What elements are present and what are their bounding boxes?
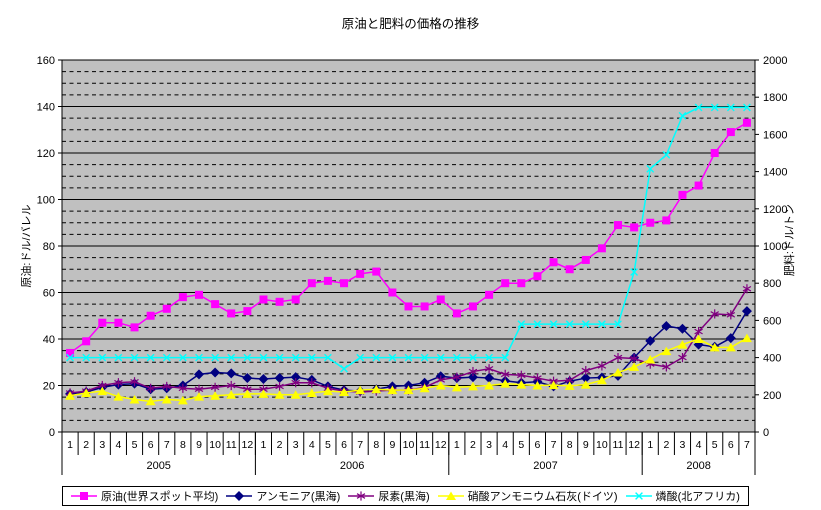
left-tick-label: 120 xyxy=(37,148,55,160)
legend-marker-urea xyxy=(348,491,375,501)
series-markers-oil xyxy=(66,118,751,357)
legend-label-oil: 原油(世界スポット平均) xyxy=(101,491,219,503)
right-tick-label: 800 xyxy=(763,278,781,290)
series-phosphoric_acid xyxy=(66,103,751,373)
month-label: 6 xyxy=(728,439,734,451)
year-label: 2005 xyxy=(146,460,170,472)
right-tick-label: 1400 xyxy=(763,167,787,179)
month-label: 2 xyxy=(83,439,89,451)
left-tick-label: 100 xyxy=(37,195,55,207)
year-label: 2008 xyxy=(686,460,710,472)
month-label: 9 xyxy=(583,439,589,451)
right-tick-label: 1200 xyxy=(763,204,787,216)
year-label: 2006 xyxy=(340,460,364,472)
x-axis: 1 2 3 4 5 6 7 8 9 10 11 12 1 2 3 4 5 6 7 8 9 10 11 12 1 2 3 4 5 6 7 8 9 1… xyxy=(61,432,756,475)
major-gridlines xyxy=(62,106,755,386)
left-tick-label: 0 xyxy=(49,427,55,439)
month-label: 12 xyxy=(435,439,447,451)
legend-marker-ammonia xyxy=(226,491,253,501)
right-tick-label: 2000 xyxy=(763,55,787,67)
month-label: 10 xyxy=(209,439,221,451)
right-tick-label: 1600 xyxy=(763,129,787,141)
month-label: 4 xyxy=(115,439,121,451)
month-label: 12 xyxy=(628,439,640,451)
month-label: 12 xyxy=(241,439,253,451)
legend-item-phosphoric_acid: 燐酸(北アフリカ) xyxy=(625,488,740,504)
left-tick-label: 60 xyxy=(43,288,55,300)
left-tick-label: 40 xyxy=(43,334,55,346)
legend-marker-phosphoric_acid xyxy=(625,492,652,500)
month-label: 4 xyxy=(309,439,315,451)
month-label: 8 xyxy=(567,439,573,451)
month-label: 8 xyxy=(180,439,186,451)
legend: 原油(世界スポット平均) アンモニア(黒海) 尿素(黒海) 硝酸アンモニウム石灰(ドイ… xyxy=(62,486,749,506)
month-label: 11 xyxy=(613,439,624,451)
month-label: 7 xyxy=(551,439,557,451)
left-tick-label: 140 xyxy=(37,102,55,114)
month-label: 2 xyxy=(663,439,669,451)
year-label: 2007 xyxy=(533,460,557,472)
month-label: 9 xyxy=(389,439,395,451)
month-label: 7 xyxy=(357,439,363,451)
legend-item-ammonia: アンモニア(黒海) xyxy=(226,488,340,504)
month-label: 6 xyxy=(535,439,541,451)
left-tick-label: 160 xyxy=(37,55,55,67)
legend-label-can: 硝酸アンモニウム石灰(ドイツ) xyxy=(467,491,618,503)
legend-item-oil: 原油(世界スポット平均) xyxy=(71,488,218,504)
month-label: 7 xyxy=(164,439,170,451)
month-label: 5 xyxy=(132,439,138,451)
month-label: 2 xyxy=(470,439,476,451)
month-label: 3 xyxy=(680,439,686,451)
month-label: 1 xyxy=(647,439,653,451)
month-label: 1 xyxy=(261,439,267,451)
legend-marker-oil xyxy=(71,492,97,500)
right-tick-label: 200 xyxy=(763,390,781,402)
month-label: 10 xyxy=(596,439,608,451)
month-label: 9 xyxy=(196,439,202,451)
month-label: 7 xyxy=(744,439,750,451)
series-oil xyxy=(66,118,751,357)
left-tick-label: 80 xyxy=(43,241,55,253)
series-markers-phosphoric_acid xyxy=(66,103,751,373)
series-markers-can xyxy=(65,333,752,406)
right-tick-label: 600 xyxy=(763,315,781,327)
right-tick-label: 1000 xyxy=(763,241,787,253)
month-label: 6 xyxy=(148,439,154,451)
month-label: 4 xyxy=(696,439,702,451)
left-tick-label: 20 xyxy=(43,381,55,393)
right-tick-label: 0 xyxy=(763,427,769,439)
legend-item-can: 硝酸アンモニウム石灰(ドイツ) xyxy=(437,488,618,504)
month-label: 5 xyxy=(712,439,718,451)
left-axis: 0 20 40 60 80 100 120 140 160 xyxy=(37,55,62,439)
month-label: 5 xyxy=(325,439,331,451)
month-label: 11 xyxy=(419,439,430,451)
series-can xyxy=(65,333,752,406)
month-label: 8 xyxy=(373,439,379,451)
month-label: 11 xyxy=(226,439,237,451)
legend-marker-can xyxy=(437,491,464,500)
legend-label-ammonia: アンモニア(黒海) xyxy=(256,491,341,503)
legend-label-urea: 尿素(黒海) xyxy=(378,491,430,503)
chart-title: 原油と肥料の価格の推移 xyxy=(341,17,480,31)
month-label: 4 xyxy=(502,439,508,451)
month-label: 1 xyxy=(454,439,460,451)
right-tick-label: 1800 xyxy=(763,92,787,104)
month-label: 2 xyxy=(277,439,283,451)
legend-label-phosphoric_acid: 燐酸(北アフリカ) xyxy=(655,491,740,503)
month-label: 3 xyxy=(99,439,105,451)
month-label: 5 xyxy=(518,439,524,451)
month-label: 10 xyxy=(403,439,415,451)
right-tick-label: 400 xyxy=(763,353,781,365)
month-label: 6 xyxy=(341,439,347,451)
legend-item-urea: 尿素(黒海) xyxy=(348,488,430,504)
month-label: 3 xyxy=(293,439,299,451)
right-axis: 0 200 400 600 800 1000 1200 1400 1600 1800 2000 xyxy=(755,55,787,439)
month-label: 1 xyxy=(67,439,73,451)
month-label: 3 xyxy=(486,439,492,451)
